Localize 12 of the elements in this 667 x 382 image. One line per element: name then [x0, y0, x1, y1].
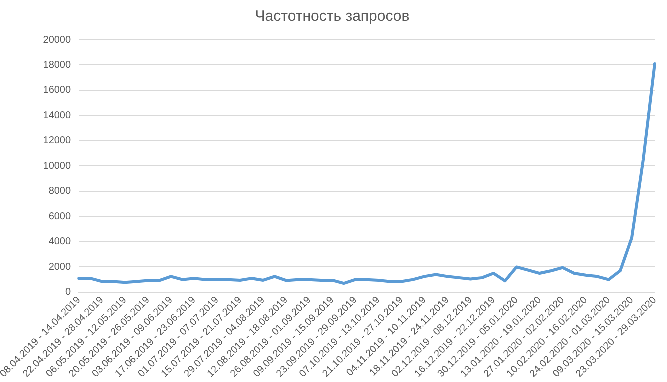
y-tick-label: 2000 [48, 262, 72, 273]
y-tick-label: 0 [66, 287, 72, 298]
y-tick-label: 8000 [48, 186, 72, 198]
chart-title: Частотность запросов [255, 8, 410, 26]
y-tick-label: 6000 [48, 211, 72, 222]
y-tick-label: 16000 [43, 85, 72, 96]
y-tick-label: 18000 [43, 60, 72, 71]
y-tick-label: 12000 [43, 136, 72, 147]
y-tick-label: 14000 [43, 110, 72, 122]
y-tick-label: 20000 [43, 34, 72, 46]
y-tick-label: 4000 [48, 236, 72, 248]
y-tick-label: 10000 [43, 160, 72, 172]
